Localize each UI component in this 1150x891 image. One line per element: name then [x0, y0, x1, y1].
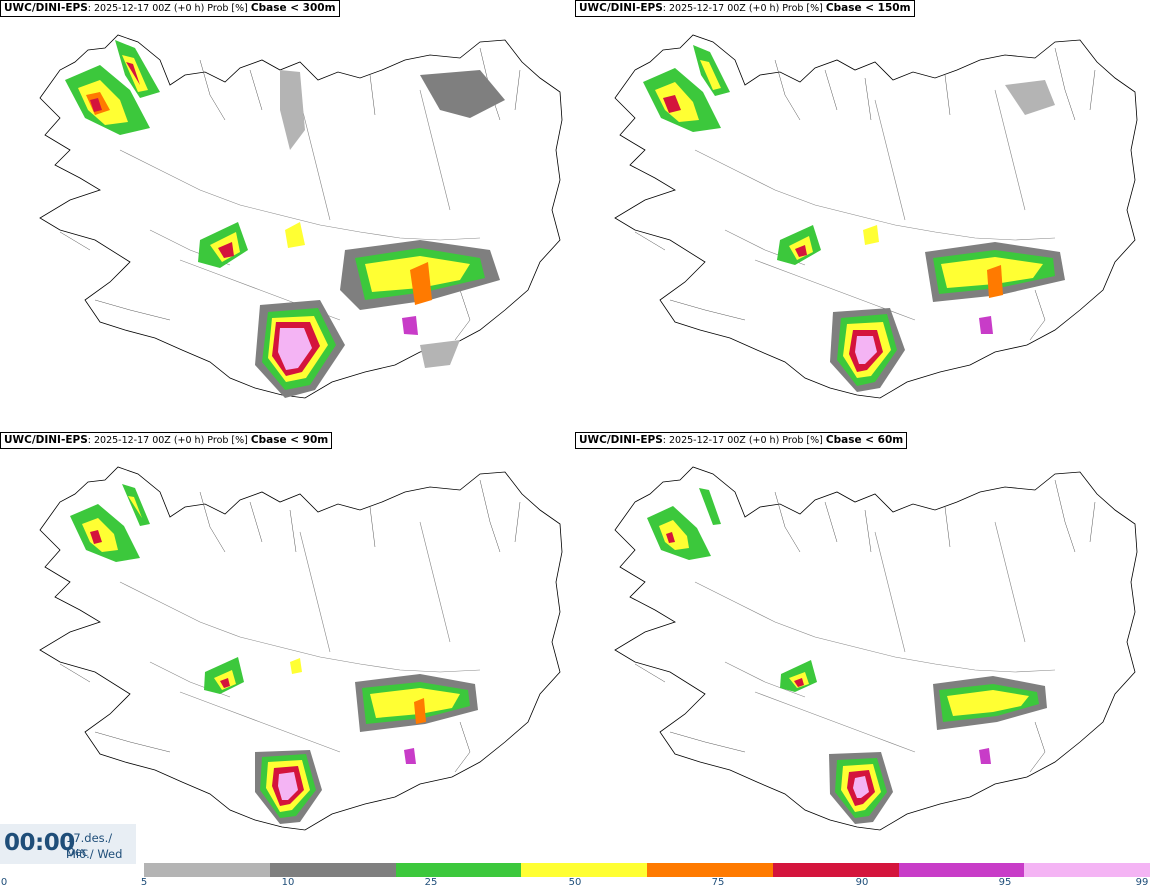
- panel-title: UWC/DINI-EPS: 2025-12-17 00Z (+0 h) Prob…: [575, 432, 908, 449]
- colorbar-segment: [647, 863, 773, 877]
- colorbar-tick: 25: [424, 877, 438, 888]
- colorbar-segment: [144, 863, 270, 877]
- valid-time-box: 00:00 17.des./ Dec Mið./ Wed: [0, 824, 136, 864]
- panel-title: UWC/DINI-EPS: 2025-12-17 00Z (+0 h) Prob…: [0, 432, 333, 449]
- valid-time-clock: 00:00: [4, 830, 75, 856]
- valid-weekday: Mið./ Wed: [66, 847, 123, 861]
- colorbar-tick: 0: [0, 877, 8, 888]
- colorbar-segment: [898, 863, 1025, 877]
- colorbar-segment: [772, 863, 899, 877]
- colorbar-tick: 10: [281, 877, 295, 888]
- probability-map: [614, 34, 1138, 399]
- colorbar-segment: [1024, 863, 1150, 877]
- probability-colorbar: [144, 863, 1150, 877]
- map-panel-cbase-60m: UWC/DINI-EPS: 2025-12-17 00Z (+0 h) Prob…: [575, 432, 1150, 862]
- colorbar-segment: [395, 863, 522, 877]
- colorbar-tick: 75: [711, 877, 725, 888]
- prob-fields: [65, 40, 505, 398]
- colorbar-tick: 5: [140, 877, 148, 888]
- probability-map: [614, 466, 1138, 831]
- probability-map: [39, 34, 563, 399]
- colorbar-tick: 50: [568, 877, 582, 888]
- map-panel-cbase-150m: UWC/DINI-EPS: 2025-12-17 00Z (+0 h) Prob…: [575, 0, 1150, 430]
- colorbar-tick: 95: [998, 877, 1012, 888]
- valid-date: 17.des./ Dec: [66, 831, 113, 859]
- probability-map: [39, 466, 563, 831]
- colorbar-segment: [269, 863, 396, 877]
- map-panel-cbase-90m: UWC/DINI-EPS: 2025-12-17 00Z (+0 h) Prob…: [0, 432, 575, 862]
- colorbar-segment: [521, 863, 647, 877]
- colorbar-tick: 99: [1135, 877, 1149, 888]
- panel-title: UWC/DINI-EPS: 2025-12-17 00Z (+0 h) Prob…: [0, 0, 340, 17]
- prob-fields: [70, 484, 478, 824]
- prob-fields: [647, 488, 1047, 824]
- map-panel-cbase-300m: UWC/DINI-EPS: 2025-12-17 00Z (+0 h) Prob…: [0, 0, 575, 430]
- panel-title: UWC/DINI-EPS: 2025-12-17 00Z (+0 h) Prob…: [575, 0, 915, 17]
- colorbar-tick: 90: [855, 877, 869, 888]
- prob-fields: [643, 45, 1065, 392]
